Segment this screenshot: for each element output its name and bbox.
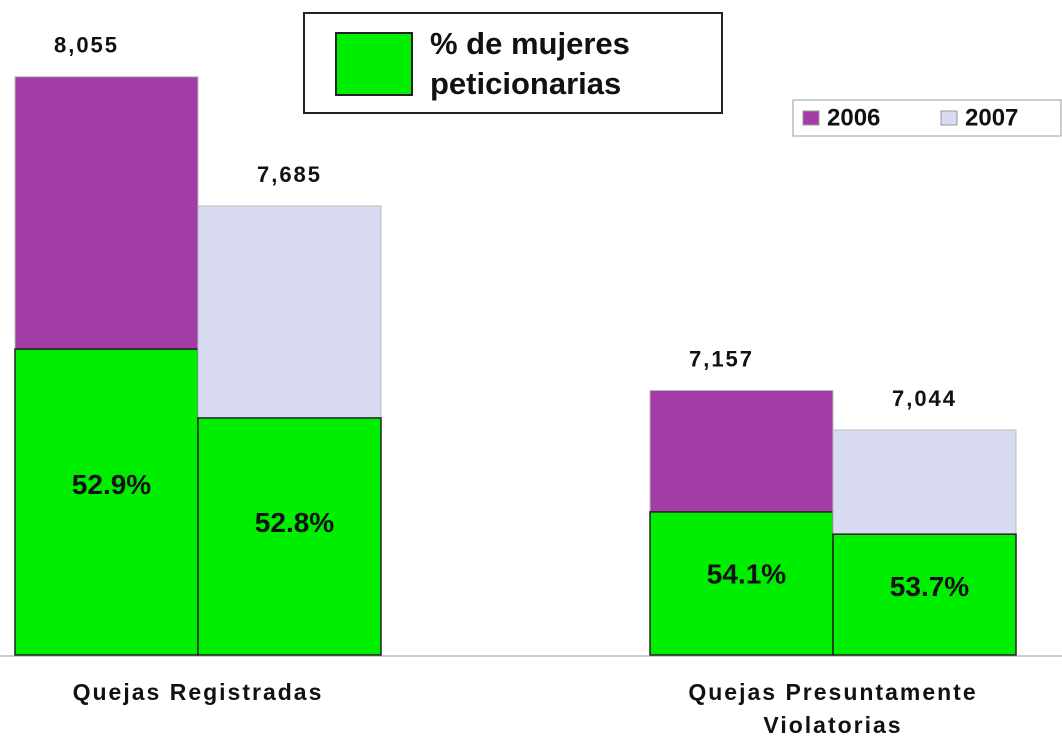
overlay-legend-label: % de mujeres peticionarias bbox=[430, 26, 630, 101]
overlay-legend: % de mujeres peticionarias bbox=[303, 12, 723, 114]
women-bar bbox=[14, 348, 199, 656]
value-label: 7,157 bbox=[689, 346, 754, 371]
pct-label: 54.1% bbox=[707, 559, 786, 590]
pct-label: 52.9% bbox=[72, 469, 151, 500]
x-tick-label: Quejas Presuntamente Violatorias bbox=[688, 679, 978, 738]
value-label: 7,685 bbox=[257, 162, 322, 187]
legend-swatch bbox=[940, 110, 958, 126]
value-label: 7,044 bbox=[892, 386, 957, 411]
women-bar bbox=[649, 511, 834, 656]
value-label: 8,055 bbox=[54, 33, 119, 58]
pct-label: 53.7% bbox=[890, 571, 969, 602]
legend-box bbox=[792, 99, 1062, 137]
legend-label: 2007 bbox=[965, 104, 1018, 131]
overlay-swatch bbox=[335, 32, 413, 96]
women-bar bbox=[832, 533, 1017, 656]
legend-label: 2006 bbox=[827, 104, 880, 131]
women-bar bbox=[197, 417, 382, 656]
legend-swatch bbox=[802, 110, 820, 126]
pct-label: 52.8% bbox=[255, 507, 334, 538]
x-tick-label: Quejas Registradas bbox=[72, 679, 324, 705]
